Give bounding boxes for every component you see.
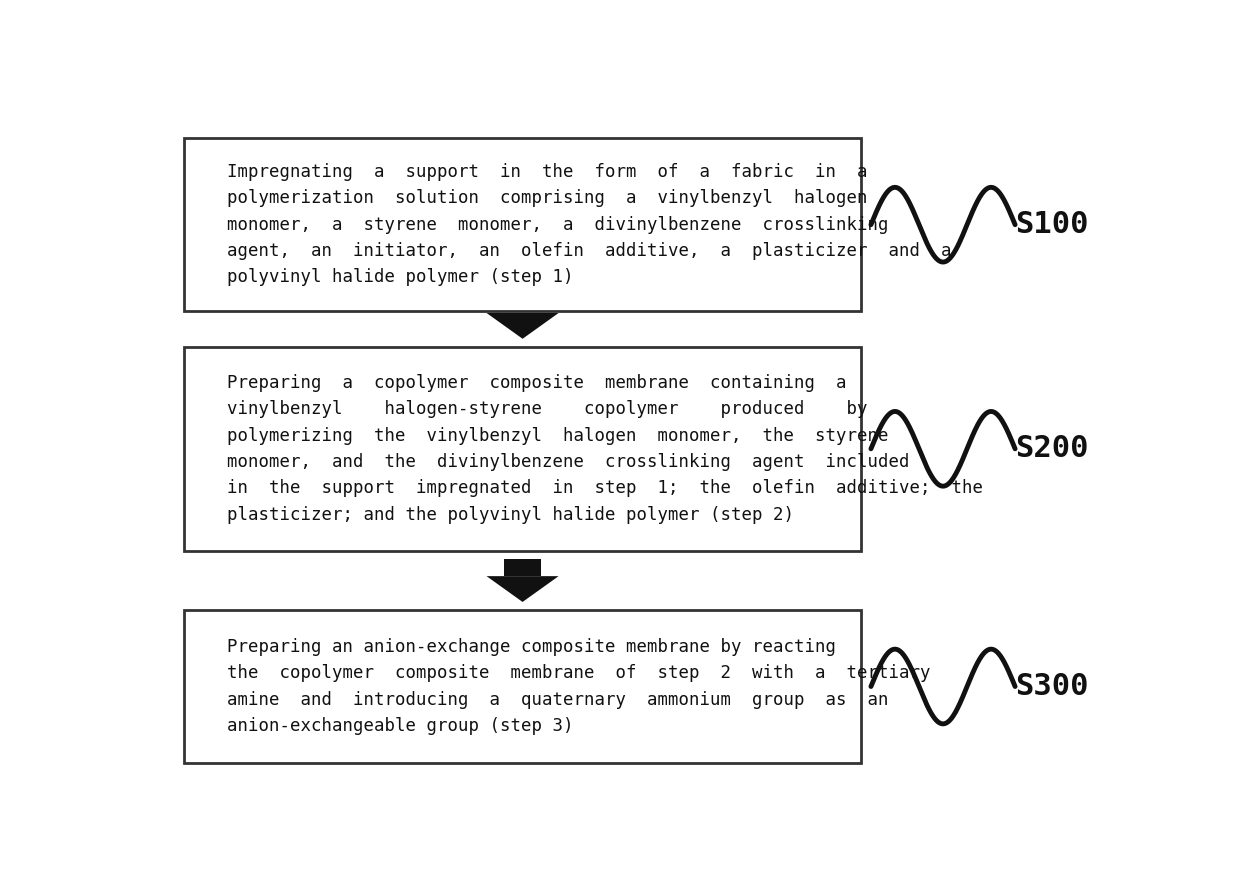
Text: Preparing an anion-exchange composite membrane by reacting
the  copolymer  compo: Preparing an anion-exchange composite me… — [227, 638, 930, 735]
Polygon shape — [505, 313, 541, 319]
Text: S300: S300 — [1016, 672, 1089, 701]
Polygon shape — [486, 313, 558, 339]
FancyBboxPatch shape — [184, 347, 862, 550]
Text: S200: S200 — [1016, 434, 1089, 463]
FancyBboxPatch shape — [184, 138, 862, 311]
FancyBboxPatch shape — [184, 610, 862, 763]
Text: Preparing  a  copolymer  composite  membrane  containing  a
vinylbenzyl    halog: Preparing a copolymer composite membrane… — [227, 374, 983, 524]
Polygon shape — [486, 576, 558, 602]
Polygon shape — [505, 559, 541, 576]
Text: S100: S100 — [1016, 210, 1089, 239]
Text: Impregnating  a  support  in  the  form  of  a  fabric  in  a
polymerization  so: Impregnating a support in the form of a … — [227, 163, 951, 287]
